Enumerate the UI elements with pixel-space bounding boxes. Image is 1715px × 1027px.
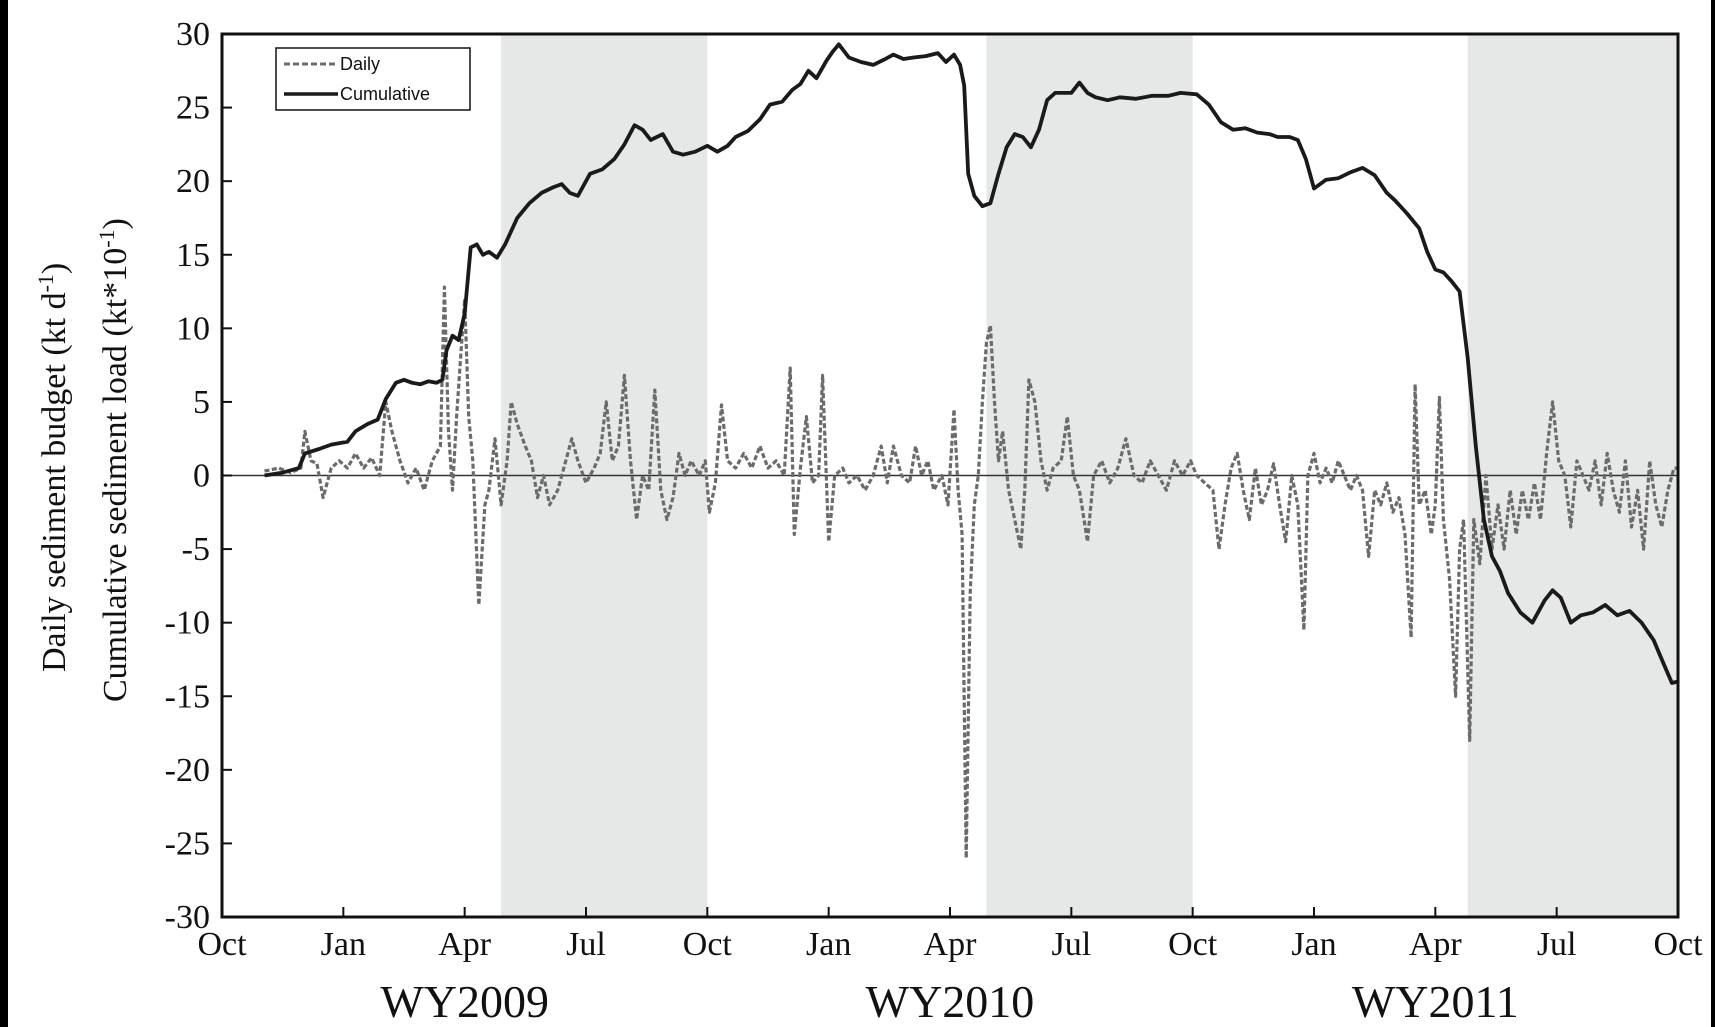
y-tick-label: 15: [176, 237, 210, 274]
y-tick-label: 0: [193, 458, 210, 495]
y-tick-label: -20: [165, 752, 210, 789]
sediment-chart: 30 25 20 15 10 5 0 -5 -10 -15 -20 -25 -30 Oct Jan Apr J…: [33, 16, 1703, 1027]
y-tick-label: 10: [176, 310, 210, 347]
x-tick-label: Jul: [1051, 926, 1091, 963]
y-axis-label-daily: Daily sediment budget (kt d-1): [33, 263, 73, 672]
legend-daily-label: Daily: [340, 54, 380, 74]
y-axis-label-daily-sup: -1: [33, 274, 58, 292]
x-tick-label: Jan: [1291, 926, 1336, 963]
series-daily-line: [264, 285, 1678, 860]
series-cumulative-line: [264, 42, 1679, 685]
legend-cumulative-label: Cumulative: [340, 84, 430, 104]
chart-frame: 30 25 20 15 10 5 0 -5 -10 -15 -20 -25 -30 Oct Jan Apr J…: [8, 0, 1711, 1027]
water-year-label: WY2009: [380, 976, 549, 1027]
y-tick-label: 30: [176, 16, 210, 53]
x-axis: Oct Jan Apr Jul Oct Jan Apr Jul Oct Jan Apr Jul Oct: [197, 907, 1703, 963]
y-axis-label-cumulative-sup: -1: [94, 229, 119, 247]
y-tick-label: -30: [165, 899, 210, 936]
x-tick-label: Oct: [1168, 926, 1218, 963]
x-tick-label: Oct: [1653, 926, 1703, 963]
x-tick-label: Apr: [924, 926, 978, 963]
y-axis-label-cumulative: Cumulative sediment load (kt*10-1): [94, 218, 134, 702]
y-axis-label-daily-end: ): [36, 263, 73, 274]
y-tick-label: -10: [165, 605, 210, 642]
x-tick-label: Jul: [566, 926, 606, 963]
x-tick-label: Jan: [321, 926, 366, 963]
y-axis-label-cumulative-text: Cumulative sediment load (kt*10: [97, 248, 134, 702]
x-tick-label: Oct: [683, 926, 733, 963]
water-year-label: WY2010: [866, 976, 1035, 1027]
x-tick-label: Jan: [806, 926, 851, 963]
water-year-label: WY2011: [1352, 976, 1519, 1027]
y-axis-label-daily-text: Daily sediment budget (kt d: [36, 292, 73, 672]
y-axis: 30 25 20 15 10 5 0 -5 -10 -15 -20 -25 -30: [165, 16, 232, 936]
x-tick-label: Apr: [1409, 926, 1463, 963]
y-tick-label: -15: [165, 678, 210, 715]
water-year-labels: WY2009 WY2010 WY2011: [380, 976, 1518, 1027]
y-tick-label: -25: [165, 825, 210, 862]
legend: Daily Cumulative: [275, 47, 471, 111]
legend-box: [275, 47, 471, 111]
x-tick-label: Apr: [438, 926, 492, 963]
y-axis-label-cumulative-end: ): [97, 218, 134, 229]
y-tick-label: 20: [176, 163, 210, 200]
y-tick-label: -5: [182, 531, 210, 568]
series-layer: [264, 42, 1679, 860]
y-tick-label: 25: [176, 90, 210, 127]
x-tick-label: Jul: [1537, 926, 1577, 963]
x-tick-label: Oct: [197, 926, 247, 963]
y-tick-label: 5: [193, 384, 210, 421]
